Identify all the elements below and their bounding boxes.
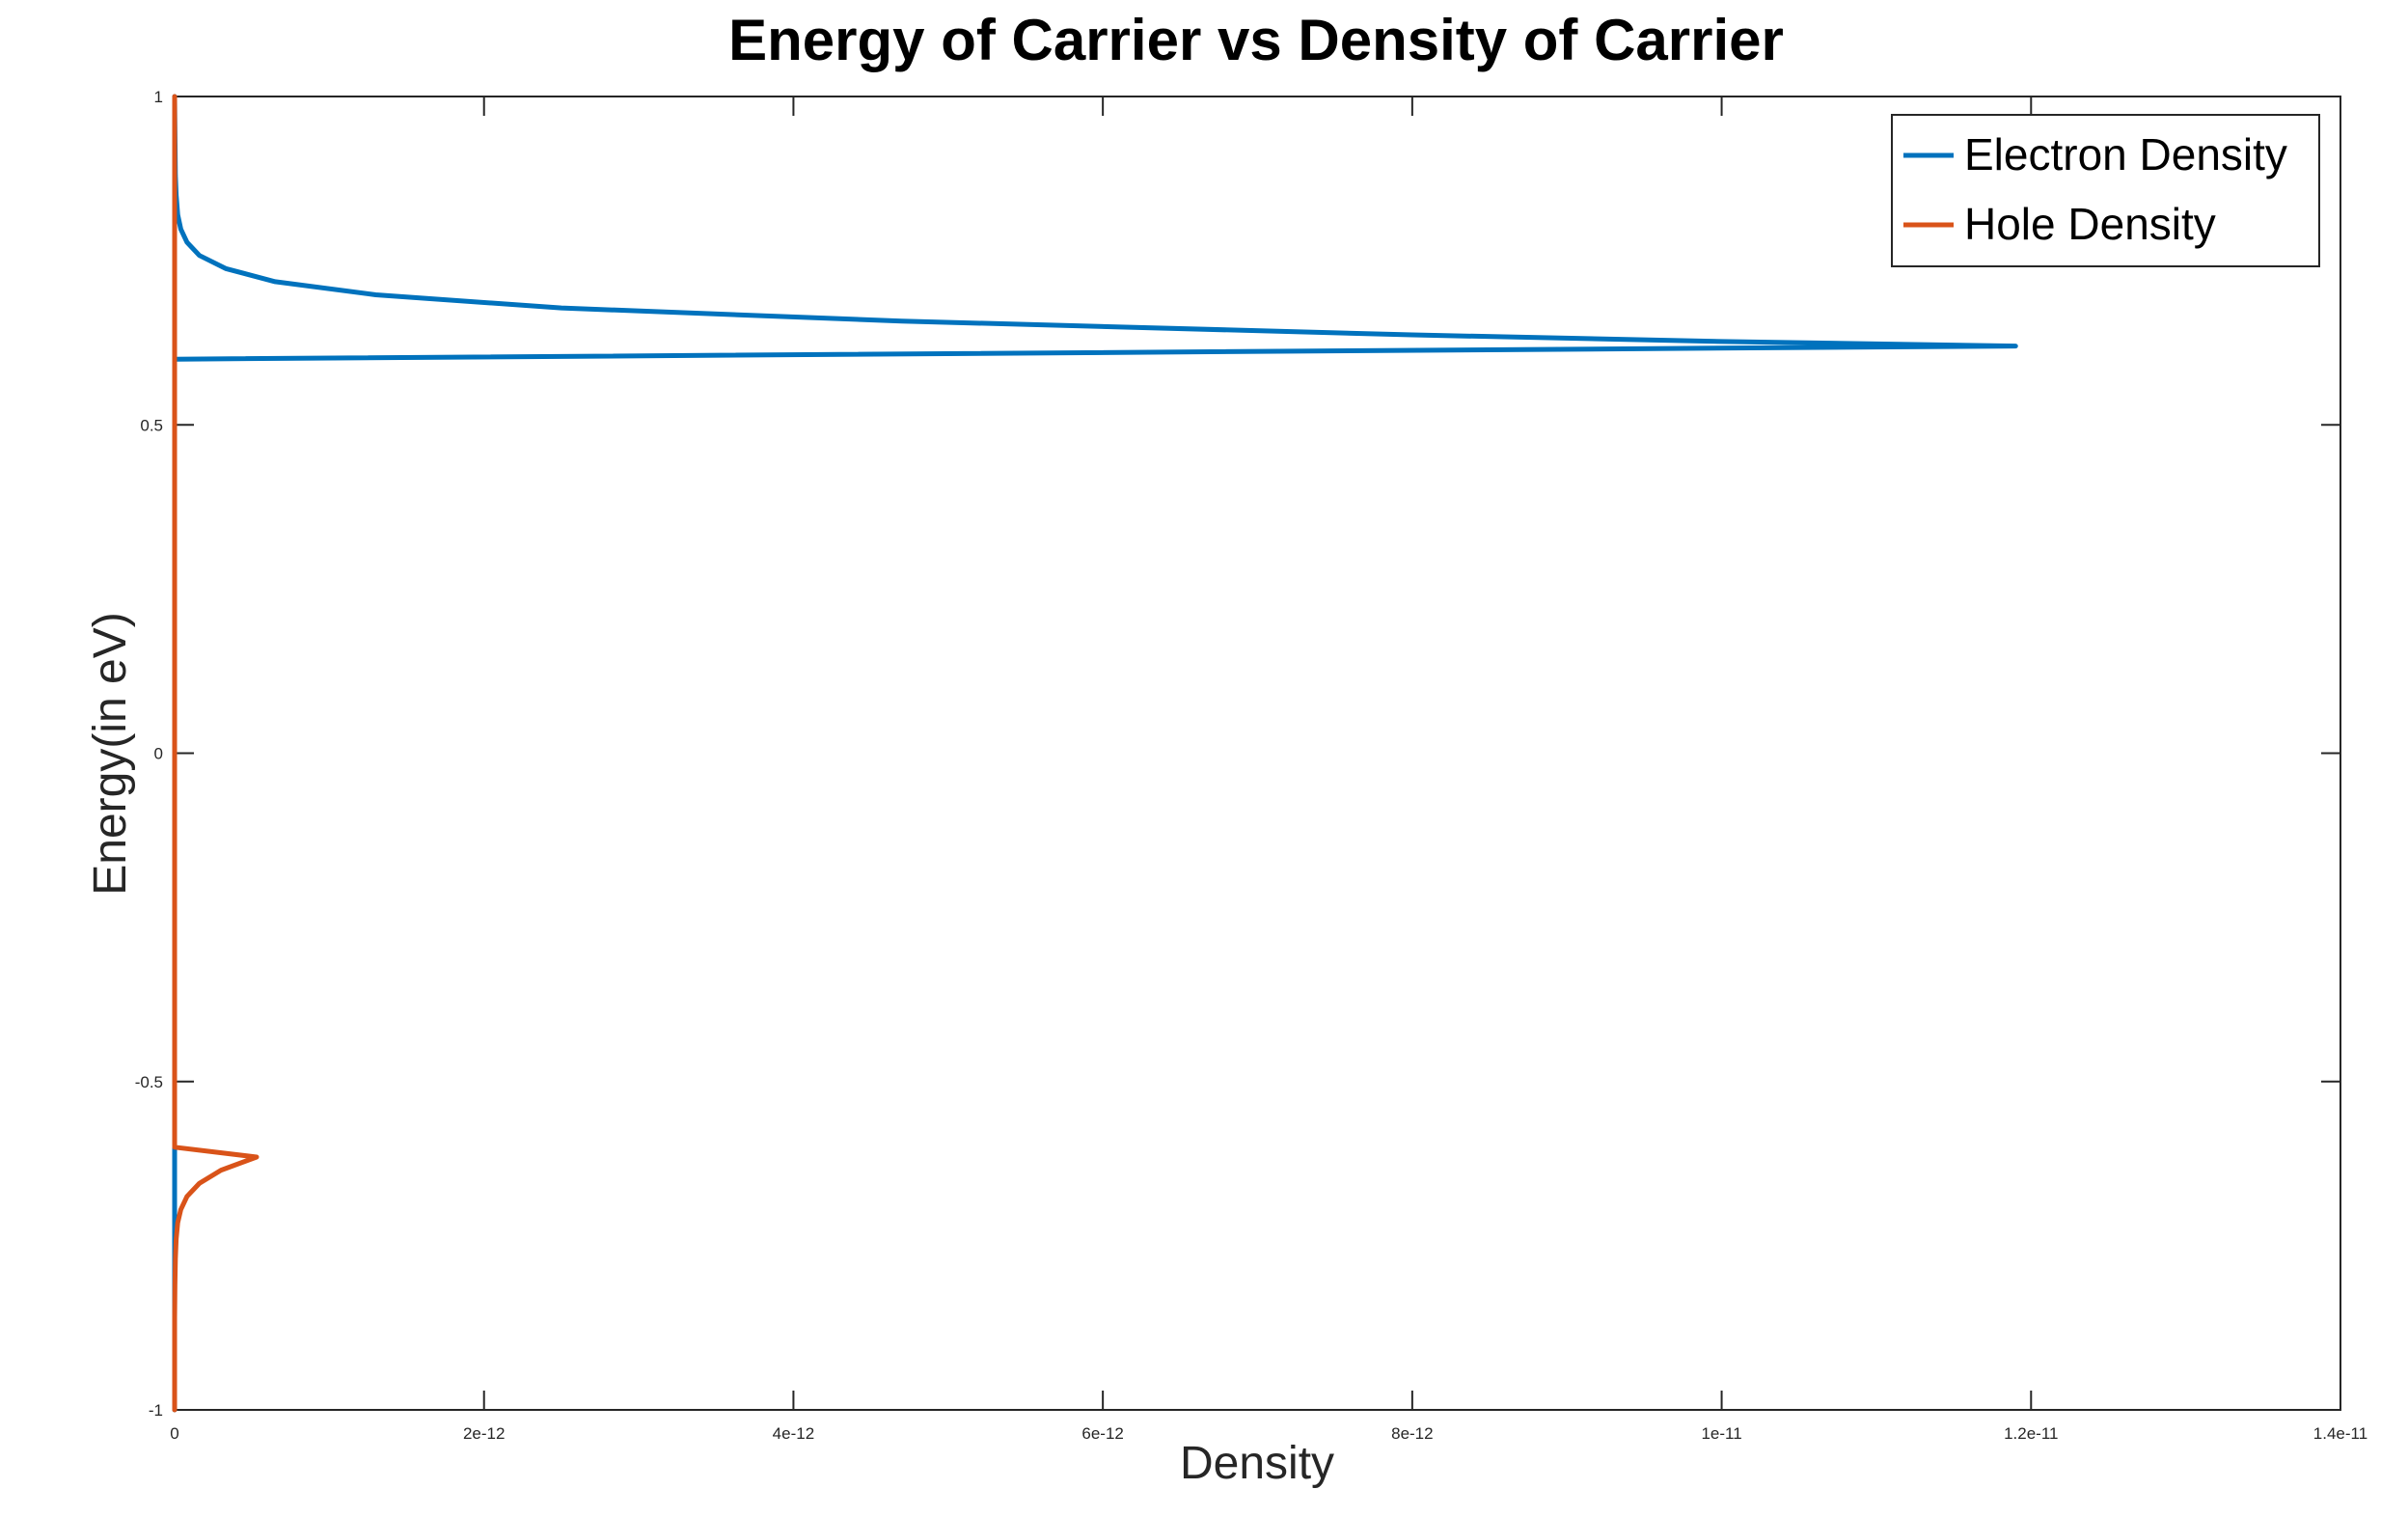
legend-label-hole: Hole Density <box>1964 199 2216 249</box>
plot-area <box>174 96 2341 1411</box>
x-tick-label: 1.4e-11 <box>2313 1424 2367 1443</box>
x-tick-label: 1e-11 <box>1701 1424 1741 1443</box>
x-tick-label: 0 <box>170 1424 178 1443</box>
x-axis-label: Density <box>1180 1438 1334 1489</box>
x-tick-label: 8e-12 <box>1391 1424 1433 1443</box>
y-tick-label: -1 <box>149 1401 163 1420</box>
legend-box <box>1891 114 2320 267</box>
series-line-electron-density <box>172 94 2018 1413</box>
x-tick-label: 2e-12 <box>463 1424 505 1443</box>
y-tick-label: 1 <box>154 88 163 106</box>
x-tick-label: 1.2e-11 <box>2004 1424 2058 1443</box>
y-tick-label: -0.5 <box>135 1073 163 1091</box>
series-layer <box>172 94 2018 1413</box>
x-tick-label: 4e-12 <box>773 1424 814 1443</box>
legend: Electron Density Hole Density <box>1891 114 2320 267</box>
series-line-hole-density <box>172 94 260 1413</box>
y-tick-label: 0.5 <box>140 416 163 434</box>
y-tick-label: 0 <box>154 745 163 763</box>
legend-label-electron: Electron Density <box>1964 129 2287 179</box>
chart-title: Energy of Carrier vs Density of Carrier <box>728 8 1784 72</box>
x-tick-label: 6e-12 <box>1081 1424 1123 1443</box>
x-axis-ticks: 0 2e-12 4e-12 6e-12 8e-12 1e-11 1.2e-11 1.4e-11 <box>170 97 2367 1443</box>
y-axis-ticks: -1 -0.5 0 0.5 1 <box>135 88 2340 1420</box>
y-axis-label: Energy(in eV) <box>85 612 136 895</box>
